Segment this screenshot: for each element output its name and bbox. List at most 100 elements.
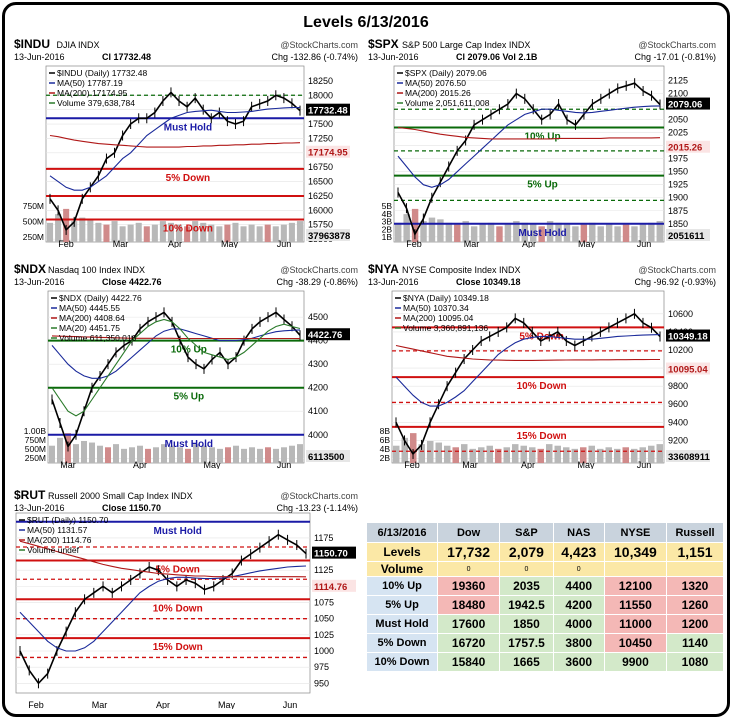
table-cell: 1,151	[666, 542, 724, 562]
chart-symbol: $SPX	[368, 37, 399, 51]
moving-average-line	[49, 106, 301, 191]
y-tick-label: 17500	[308, 119, 333, 129]
volume-bar	[111, 221, 118, 242]
chart-date: 13-Jun-2016	[14, 503, 65, 513]
volume-label: 37963878	[308, 231, 350, 242]
volume-bar	[127, 224, 134, 242]
table-cell: 1942.5	[499, 595, 554, 615]
volume-bar	[445, 222, 453, 242]
level-label: 5% Down	[155, 565, 199, 576]
chart-index-name: DJIA INDX	[57, 40, 100, 50]
volume-bar	[572, 226, 579, 242]
volume-bar	[209, 447, 215, 463]
table-row-label: 10% Up	[366, 576, 438, 596]
x-tick-label: May	[221, 239, 239, 248]
volume-bar	[418, 444, 425, 463]
volume-bar	[487, 222, 495, 242]
volume-bar	[435, 442, 442, 463]
volume-tick-label: 4B	[380, 444, 391, 454]
djia-chart-panel: $INDU DJIA INDX @StockCharts.com 13-Jun-201…	[12, 36, 362, 249]
x-tick-label: Feb	[28, 700, 44, 709]
ma200-label: 2015.26	[668, 143, 702, 154]
volume-bar	[437, 219, 444, 242]
volume-bar	[656, 221, 663, 242]
table-cell: 1080	[666, 652, 724, 672]
y-tick-label: 2025	[668, 128, 688, 138]
volume-label-box	[666, 229, 710, 241]
volume-bar	[113, 444, 119, 463]
volume-bar	[393, 445, 400, 463]
volume-bar	[469, 448, 476, 463]
y-tick-label: 4200	[308, 383, 328, 393]
volume-bar	[281, 447, 287, 463]
volume-label-box	[306, 450, 350, 462]
volume-bar	[105, 447, 111, 463]
table-row: Must Hold 17600 1850 4000 11000 1200	[366, 614, 724, 634]
legend-item: Volume 2,051,611,008	[405, 98, 490, 108]
x-tick-label: May	[578, 239, 596, 248]
table-cell	[666, 561, 724, 577]
stockcharts-watermark: @StockCharts.com	[638, 40, 716, 50]
level-label: Must Hold	[165, 439, 213, 450]
volume-bar	[224, 224, 231, 242]
volume-bar	[265, 447, 271, 463]
level-label: 5% Up	[174, 392, 205, 403]
volume-bar	[461, 444, 468, 463]
y-tick-label: 10200	[668, 345, 693, 355]
moving-average-line	[19, 565, 307, 652]
chart-quote: Close 10349.18	[456, 277, 521, 287]
volume-tick-label: 3B	[382, 217, 393, 227]
levels-table: 6/13/2016 Dow S&P NAS NYSE Russell Levels 17,73…	[366, 522, 724, 672]
volume-bar	[537, 448, 544, 463]
chart-index-name: S&P 500 Large Cap Index INDX	[402, 40, 530, 50]
y-tick-label: 1000	[314, 646, 334, 656]
x-tick-label: Feb	[404, 460, 420, 469]
ma200-label: 10095.04	[668, 364, 708, 375]
volume-bar	[225, 447, 231, 463]
volume-bar	[546, 221, 554, 242]
last-price-label: 10349.18	[668, 332, 708, 343]
volume-bar	[233, 445, 239, 463]
y-tick-label: 18000	[308, 90, 333, 100]
table-cell: 16720	[436, 633, 501, 653]
volume-bar	[521, 222, 528, 242]
table-cell: 0	[499, 561, 554, 577]
volume-bar	[496, 226, 503, 242]
chart-quote: Close 4422.76	[102, 277, 162, 287]
volume-tick-label: 1B	[382, 232, 393, 242]
volume-tick-label: 4B	[382, 209, 393, 219]
chart-change: Chg -13.23 (-1.14%)	[276, 503, 358, 513]
stockcharts-watermark: @StockCharts.com	[638, 265, 716, 275]
table-cell: 4200	[552, 595, 605, 615]
y-tick-label: 4400	[308, 336, 328, 346]
chart-change: Chg -17.01 (-0.81%)	[634, 52, 716, 62]
x-tick-label: Mar	[464, 239, 480, 248]
table-row: 10% Up 19360 2035 4400 12100 1320	[366, 576, 724, 596]
x-tick-label: Mar	[113, 239, 129, 248]
table-row-label: 5% Down	[366, 633, 438, 653]
volume-tick-label: 500M	[25, 444, 46, 454]
volume-bar	[201, 445, 207, 463]
volume-bar	[614, 448, 621, 463]
volume-bar	[103, 224, 110, 242]
russell-chart-panel: $RUT Russell 2000 Small Cap Index INDX @St…	[12, 487, 362, 710]
volume-bar	[648, 222, 655, 242]
chart-change: Chg -132.86 (-0.74%)	[271, 52, 358, 62]
chart-index-name: Russell 2000 Small Cap Index INDX	[48, 491, 193, 501]
x-tick-label: Jun	[277, 460, 292, 469]
page-title: Levels 6/13/2016	[303, 14, 429, 31]
volume-tick-label: 8B	[380, 426, 391, 436]
legend-item: MA(50) 2076.50	[405, 78, 466, 88]
y-tick-label: 1025	[314, 630, 334, 640]
price-line	[49, 91, 301, 232]
volume-bar	[588, 445, 595, 463]
ma200-label-box	[306, 145, 350, 158]
volume-bar	[288, 222, 295, 242]
volume-bar	[605, 447, 612, 463]
table-row-label: Levels	[366, 542, 438, 562]
volume-bar	[503, 447, 510, 463]
volume-bar	[395, 222, 402, 242]
table-cell: 1260	[666, 595, 724, 615]
legend-item: Volume 611,350,016	[59, 333, 137, 343]
table-cell: 1320	[666, 576, 724, 596]
